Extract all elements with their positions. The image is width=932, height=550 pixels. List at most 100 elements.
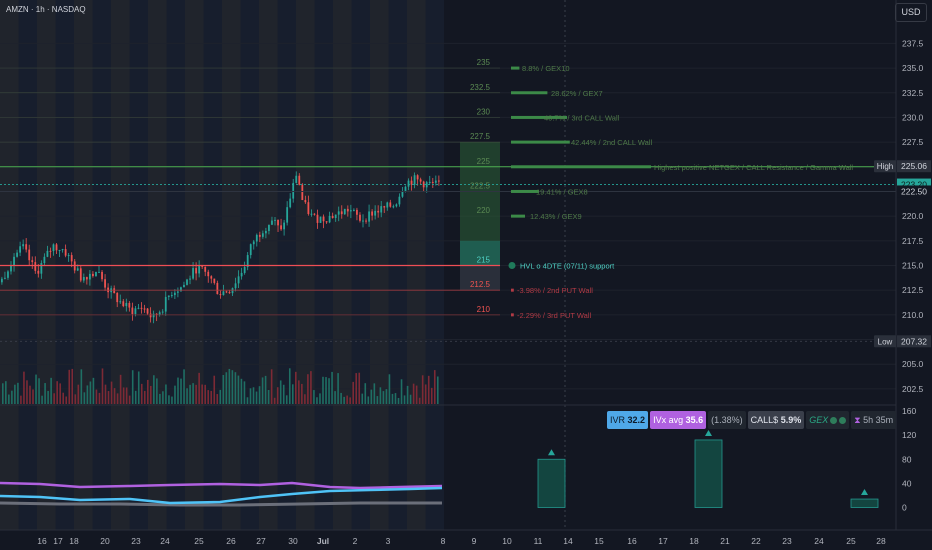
candle-body [134, 308, 137, 315]
volume-bar [210, 390, 213, 404]
volume-bar [258, 386, 261, 404]
price-badge-value: 225.06 [901, 161, 927, 171]
volume-bar [101, 368, 104, 404]
volume-bar [168, 395, 170, 404]
volume-bar [270, 369, 273, 404]
candle-body [349, 210, 352, 212]
volume-bar [340, 392, 342, 404]
candle-body [246, 255, 249, 268]
candle-body [265, 230, 267, 234]
put-zone [460, 265, 500, 291]
candle-body [155, 313, 158, 315]
volume-bar [65, 396, 68, 404]
candle-body [180, 287, 182, 292]
volume-bar [291, 384, 294, 404]
volume-bar [370, 389, 373, 404]
currency-button[interactable]: USD [895, 3, 927, 22]
candle-body [22, 244, 25, 247]
candle-body [13, 256, 15, 266]
volume-bar [68, 369, 71, 404]
volume-bar [331, 371, 333, 404]
gex-bar [511, 165, 651, 169]
candle-body [34, 262, 37, 271]
volume-bar [50, 377, 52, 404]
candle-body [274, 219, 276, 221]
candle-body [19, 246, 22, 253]
arrow-up-icon [861, 489, 868, 496]
candle-body [192, 268, 194, 279]
volume-bar [255, 391, 258, 404]
candle-body [198, 265, 201, 274]
volume-bar [430, 387, 433, 404]
volume-bar [288, 368, 291, 404]
candle-body [307, 202, 310, 214]
x-tick-label: 17 [658, 536, 668, 546]
x-tick-label: 2 [353, 536, 358, 546]
y-tick-label: 227.5 [902, 137, 924, 147]
ivx-line [0, 481, 443, 490]
candle-body [319, 216, 322, 223]
volume-bar [95, 389, 98, 404]
candle-body [268, 224, 270, 231]
candle-body [98, 271, 100, 273]
volume-bar [352, 381, 354, 404]
volume-bar [77, 384, 80, 404]
volume-bar [134, 390, 137, 404]
volume-bar [2, 383, 4, 404]
price-badge-label: Low [878, 337, 893, 346]
y-tick-label: 232.5 [902, 88, 924, 98]
candle-body [359, 214, 361, 221]
volume-bar [373, 383, 376, 404]
volume-bar [116, 393, 119, 404]
candle-body [365, 220, 367, 222]
volume-bar [23, 371, 25, 404]
candle-body [398, 196, 401, 205]
candle-body [313, 213, 316, 215]
gex-level-label: HVL o 4DTE (07/11) support [520, 261, 615, 270]
volume-bar [26, 380, 28, 404]
volume-bar [153, 375, 155, 404]
interval-label: 1h [35, 5, 45, 14]
candle-body [404, 186, 407, 192]
candle-body [28, 249, 31, 261]
symbol-header[interactable]: AMZN · 1h · NASDAQ [6, 5, 86, 14]
volume-bar [113, 388, 116, 404]
gex-bar [511, 214, 525, 218]
gex-level-label: 12.43% / GEX9 [530, 212, 582, 221]
volume-bar [44, 383, 46, 404]
volume-bar [74, 394, 77, 404]
volume-bar [86, 385, 89, 404]
candle-body [261, 233, 264, 237]
volume-bar [5, 381, 7, 404]
volume-bar [243, 381, 246, 404]
candle-body [207, 271, 210, 277]
candle-body [164, 296, 167, 312]
candle-body [161, 311, 164, 313]
price-badge [897, 160, 931, 173]
volume-bar [110, 381, 113, 404]
arrow-up-icon [548, 449, 555, 456]
candle-body [401, 191, 404, 197]
volume-bar [225, 372, 228, 404]
volume-bar [35, 374, 37, 404]
ivx-badge: IVx avg 35.6 [650, 411, 707, 429]
candle-body [277, 219, 279, 226]
candle-body [189, 278, 191, 280]
volume-bar [237, 375, 240, 404]
x-tick-label: 23 [131, 536, 141, 546]
countdown-badge: ⧗ 5h 35m [851, 411, 897, 429]
volume-bar [436, 376, 439, 404]
volume-bar [207, 390, 210, 404]
volume-bar [391, 393, 394, 404]
indicator-panel: IVR 32.2 IVx avg 35.6 (1.38%) CALL$ 5.9%… [607, 411, 898, 429]
x-tick-label: 14 [563, 536, 573, 546]
x-tick-label: 8 [441, 536, 446, 546]
candle-body [128, 302, 131, 308]
x-tick-label: 10 [502, 536, 512, 546]
candle-body [383, 206, 386, 208]
volume-bar [415, 385, 418, 404]
gex-level-label: 40.7% / 3rd CALL Wall [544, 113, 620, 122]
x-tick-label: 18 [689, 536, 699, 546]
candle-body [386, 202, 389, 208]
